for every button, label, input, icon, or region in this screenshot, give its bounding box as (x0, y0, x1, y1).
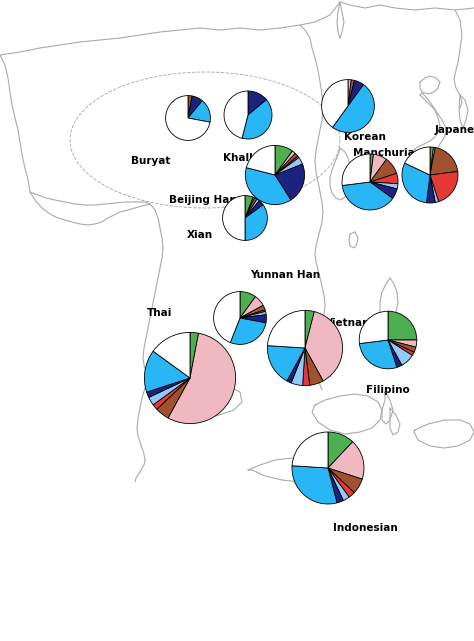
Text: Vietnamese: Vietnamese (325, 318, 394, 328)
Text: Yunnan Han: Yunnan Han (250, 270, 320, 280)
Text: Khalkh: Khalkh (223, 153, 263, 163)
Text: Japanese: Japanese (435, 125, 474, 135)
Text: Indonesian: Indonesian (333, 523, 398, 533)
Text: Thai: Thai (146, 308, 172, 318)
Text: Korean: Korean (344, 132, 386, 142)
Text: Manchurian: Manchurian (353, 148, 422, 158)
Text: Xian: Xian (187, 230, 213, 240)
Text: Buryat: Buryat (131, 156, 170, 166)
Text: Filipino: Filipino (366, 385, 410, 395)
Text: Beijing Han: Beijing Han (169, 195, 237, 205)
